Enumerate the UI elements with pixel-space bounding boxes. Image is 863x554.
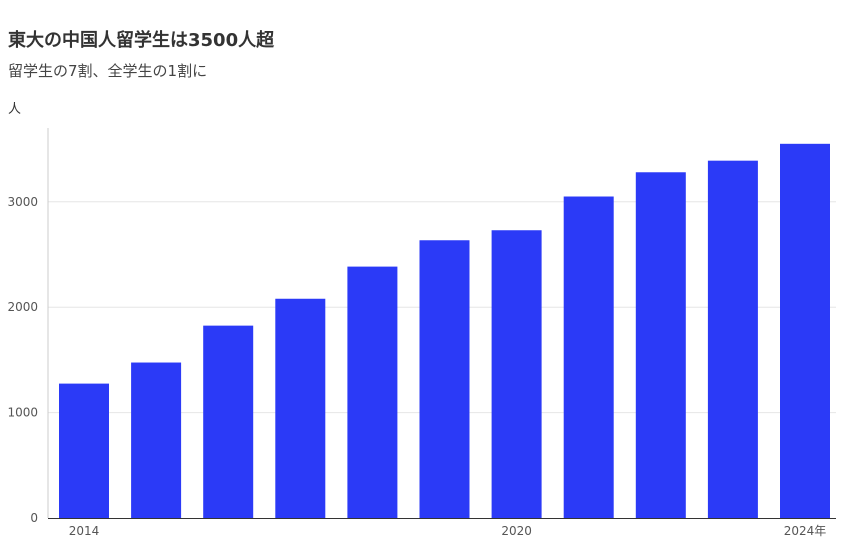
- bar-2016: [203, 325, 254, 518]
- y-axis-label: 人: [8, 102, 21, 117]
- axes: [47, 128, 836, 519]
- bar-2019: [419, 240, 470, 518]
- bar-2024: [780, 143, 830, 519]
- x-tick-label: 2014: [69, 524, 100, 538]
- y-tick-labels: 0 1000 2000 3000: [7, 195, 38, 525]
- bar-2014: [59, 383, 109, 518]
- bar-2017: [275, 298, 326, 518]
- bar-2023: [707, 160, 758, 519]
- chart-title: 東大の中国人留学生は3500人超: [8, 30, 275, 51]
- y-tick-label: 1000: [7, 406, 38, 420]
- bar-2018: [347, 266, 398, 518]
- x-tick-label: 2024年: [784, 524, 827, 538]
- x-tick-labels: 2014 2020 2024年: [69, 524, 827, 538]
- bar-2020: [491, 230, 542, 519]
- y-tick-label: 2000: [7, 300, 38, 314]
- bar-2021: [563, 196, 614, 518]
- y-tick-label: 3000: [7, 195, 38, 209]
- chart-subtitle: 留学生の7割、全学生の1割に: [8, 62, 208, 80]
- bar-2022: [635, 172, 686, 518]
- x-tick-label: 2020: [501, 524, 532, 538]
- y-tick-label: 0: [30, 511, 38, 525]
- bars: [59, 143, 830, 519]
- bar-2015: [131, 362, 182, 518]
